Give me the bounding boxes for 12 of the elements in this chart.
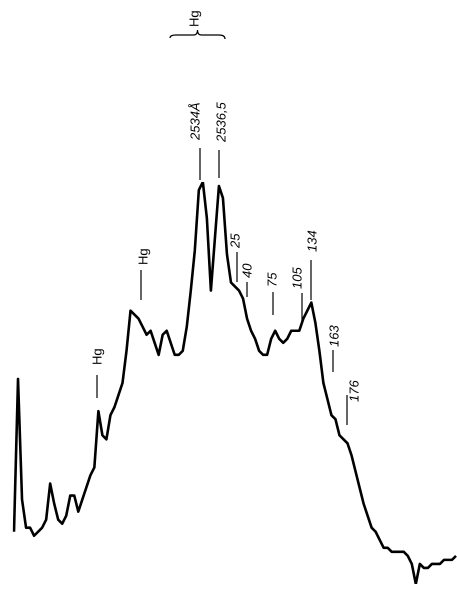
annotation: 134 bbox=[304, 230, 320, 252]
text: Hg bbox=[186, 10, 202, 27]
annotation: 25 bbox=[228, 232, 243, 249]
annotation: Hg bbox=[90, 348, 105, 365]
annotation: 105 bbox=[290, 266, 305, 289]
text: 2534Å bbox=[188, 102, 203, 141]
text: 2536,5 bbox=[214, 101, 229, 143]
annotation: 40 bbox=[240, 262, 255, 278]
annotation: 163 bbox=[326, 324, 342, 347]
annotation: 75 bbox=[264, 272, 280, 287]
annotation: 176 bbox=[346, 380, 362, 402]
annotation: Hg bbox=[136, 248, 151, 265]
